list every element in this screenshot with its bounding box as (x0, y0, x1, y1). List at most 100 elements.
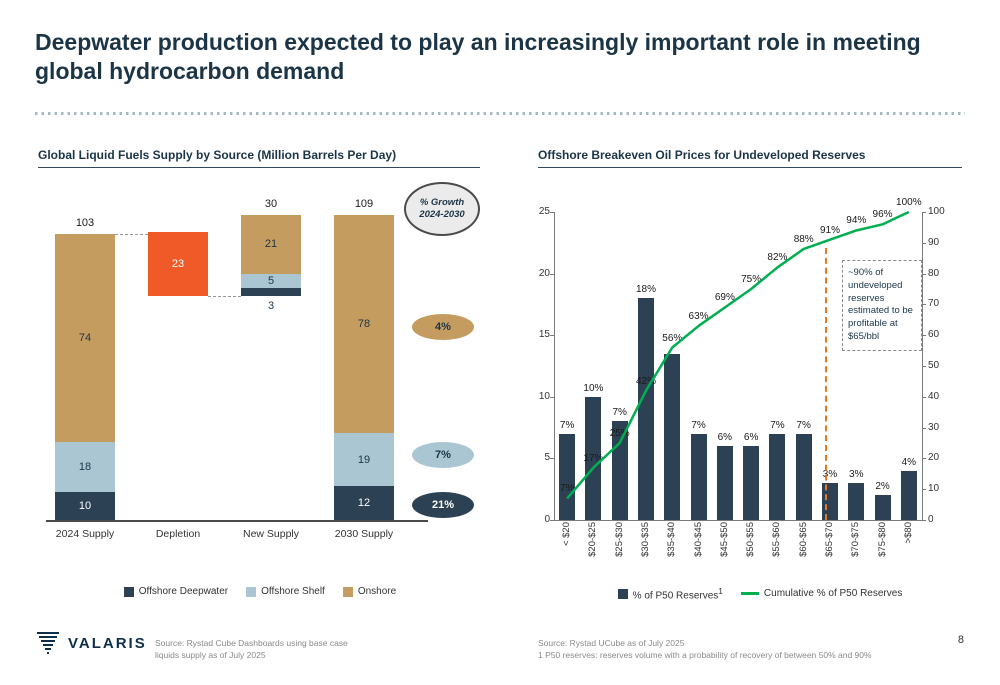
right-axis-tick (922, 427, 926, 429)
right-axis-tick (922, 458, 926, 460)
swatch-icon (246, 586, 257, 597)
right-axis-tick (922, 366, 926, 367)
breakeven-bar (716, 446, 733, 520)
cumulative-value-label: 96% (872, 209, 893, 221)
segment-value-label: 10 (78, 500, 92, 512)
breakeven-bar (638, 298, 654, 520)
segment-value-label: 78 (357, 318, 371, 330)
right-axis-tick-label: 10 (928, 483, 940, 495)
source-line: liquids supply as of July 2025 (155, 649, 266, 660)
swatch-icon (123, 586, 134, 597)
x-axis-category-label: < $20 (561, 522, 573, 547)
column-total-label: 103 (75, 217, 95, 230)
legend-item-cumulative: Cumulative % of P50 Reserves (740, 588, 903, 600)
right-axis-tick (922, 520, 926, 521)
column-total-label: 109 (354, 197, 374, 210)
segment-value-label: 18 (78, 460, 92, 473)
bar-value-label: 7% (559, 419, 575, 431)
right-source-note: Source: Rystad UCube as of July 2025 1 P… (538, 638, 898, 662)
bar-value-label: 6% (743, 432, 759, 444)
x-axis-category-label: $55-$60 (771, 522, 783, 557)
breakeven-bar (795, 433, 812, 520)
legend-label: Offshore Shelf (261, 586, 325, 597)
left-axis-tick (550, 396, 554, 398)
left-axis-tick (550, 335, 554, 337)
x-axis-line (46, 520, 428, 522)
bar-value-label: 4% (901, 456, 917, 468)
cumulative-value-label: 17% (583, 452, 604, 464)
x-axis-category-label: $65-$70 (824, 522, 835, 557)
left-axis-tick-label: 25 (538, 206, 550, 217)
title-separator (35, 112, 965, 115)
x-axis-category-label: $40-$45 (692, 522, 704, 557)
bar-value-label: 10% (583, 382, 604, 394)
page-number: 8 (957, 634, 964, 646)
breakeven-bar (664, 353, 681, 520)
slide-title: Deepwater production expected to play an… (35, 29, 921, 85)
bar-swatch-icon (617, 588, 628, 599)
left-axis-tick-label: 5 (544, 452, 550, 464)
right-axis-tick (922, 396, 926, 398)
breakeven-bar (690, 433, 707, 520)
profitability-annotation: ~90% of undeveloped reserves estimated t… (842, 260, 922, 351)
left-chart-title: Global Liquid Fuels Supply by Source (Mi… (38, 148, 480, 168)
right-axis-tick-label: 0 (928, 514, 934, 525)
x-axis-category-label: Depletion (155, 528, 201, 540)
bar-value-label: 7% (796, 419, 811, 431)
growth-badge-4pct: 4% (412, 314, 474, 340)
bar-segment-depletion (148, 231, 208, 296)
breakeven-bar (743, 446, 760, 520)
swatch-icon (342, 586, 353, 597)
bar-segment-onshore (55, 234, 115, 442)
supply-waterfall-chart: 10 18 74 103 2024 Supply 23 Depletion 3 5 21 30 New… (38, 170, 498, 550)
segment-value-label: 23 (171, 257, 185, 270)
bar-segment-offshore-deepwater (241, 287, 301, 296)
left-axis-tick (550, 212, 554, 213)
left-axis-tick-label: 10 (538, 390, 550, 402)
breakeven-bar (769, 433, 786, 520)
bar-segment-offshore-shelf (241, 273, 301, 288)
cumulative-value-label: 75% (741, 274, 762, 285)
bar-segment-offshore-deepwater (334, 486, 394, 520)
legend-item-offshore-deepwater: Offshore Deepwater (123, 586, 229, 597)
growth-badge-7pct: 7% (412, 442, 474, 468)
right-axis-tick-label: 60 (928, 329, 940, 341)
x-axis-category-label: 2024 Supply (55, 528, 115, 540)
right-chart-title: Offshore Breakeven Oil Prices for Undeve… (538, 148, 962, 168)
source-line: Source: Rystad UCube as of July 2025 (538, 638, 685, 648)
growth-header-badge: % Growth 2024-2030 (404, 182, 480, 236)
x-axis-category-label: $75-$80 (876, 522, 888, 557)
segment-value-label: 21 (264, 238, 278, 251)
x-axis-category-label: $60-$65 (797, 522, 809, 557)
x-axis-category-label: 2030 Supply (334, 528, 394, 540)
legend-label: Offshore Deepwater (138, 586, 229, 597)
cumulative-value-label: 42% (635, 375, 656, 387)
right-axis-tick-label: 30 (928, 421, 940, 433)
right-axis-tick (922, 242, 926, 244)
right-axis-tick (922, 212, 926, 213)
right-chart-legend: % of P50 Reserves1 Cumulative % of P50 R… (560, 586, 960, 601)
cumulative-value-label: 56% (662, 332, 683, 344)
waterfall-connector (208, 296, 241, 297)
legend-item-onshore: Onshore (342, 586, 396, 597)
valaris-logo-icon (37, 632, 59, 654)
left-axis-tick (550, 273, 554, 275)
bar-value-label: 2% (875, 481, 890, 493)
cumulative-value-label: 25% (609, 428, 630, 439)
legend-label-p50: % of P50 Reserves1 (632, 586, 723, 602)
left-axis-tick (550, 458, 554, 460)
x-axis-category-label: $50-$55 (745, 522, 757, 557)
bar-segment-onshore (334, 214, 394, 434)
right-axis-tick (922, 304, 926, 306)
breakeven-bar (848, 483, 865, 520)
logo-text: VALARIS (68, 634, 147, 652)
legend-label-cumulative: Cumulative % of P50 Reserves (763, 588, 903, 600)
x-axis-category-label: $35-$40 (666, 522, 678, 557)
left-axis-tick-label: 20 (538, 267, 550, 279)
cumulative-value-label: 100% (896, 197, 922, 208)
legend-item-offshore-shelf: Offshore Shelf (246, 586, 325, 597)
segment-value-label: 12 (357, 497, 371, 510)
growth-badge-21pct: 21% (412, 492, 474, 518)
breakeven-bar (559, 433, 576, 520)
